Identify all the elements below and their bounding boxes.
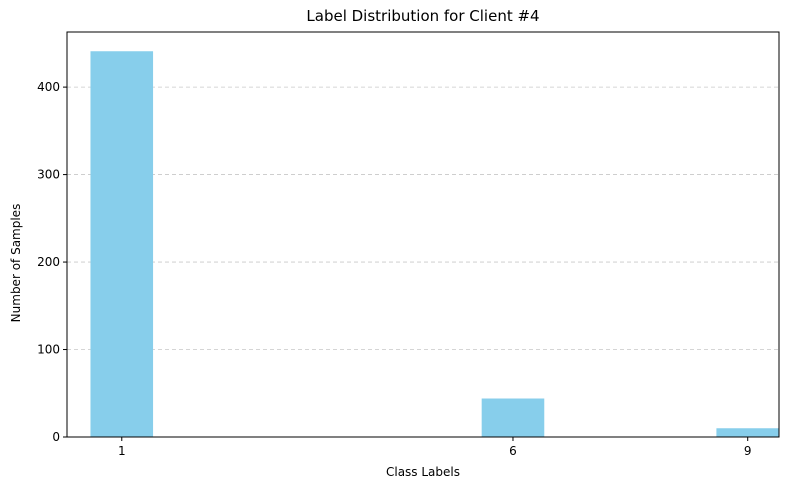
x-axis-label: Class Labels (386, 465, 460, 479)
chart-title: Label Distribution for Client #4 (306, 7, 539, 25)
y-axis-ticks: 0 100 200 300 400 (37, 80, 67, 444)
x-tick-label: 1 (118, 444, 126, 458)
bar-class-9 (716, 428, 779, 437)
bars (90, 51, 779, 438)
bar-class-6 (481, 398, 545, 437)
x-tick-label: 9 (744, 444, 752, 458)
y-tick-label: 200 (37, 255, 60, 269)
bar-class-1 (90, 51, 154, 438)
grid-lines (67, 86, 779, 350)
y-tick-label: 100 (37, 343, 60, 357)
x-axis-ticks: 1 6 9 (118, 437, 752, 458)
plot-frame (66, 31, 780, 438)
x-tick-label: 6 (509, 444, 517, 458)
y-tick-label: 300 (37, 168, 60, 182)
y-axis-label: Number of Samples (9, 204, 23, 323)
y-tick-label: 0 (52, 430, 60, 444)
y-tick-label: 400 (37, 80, 60, 94)
